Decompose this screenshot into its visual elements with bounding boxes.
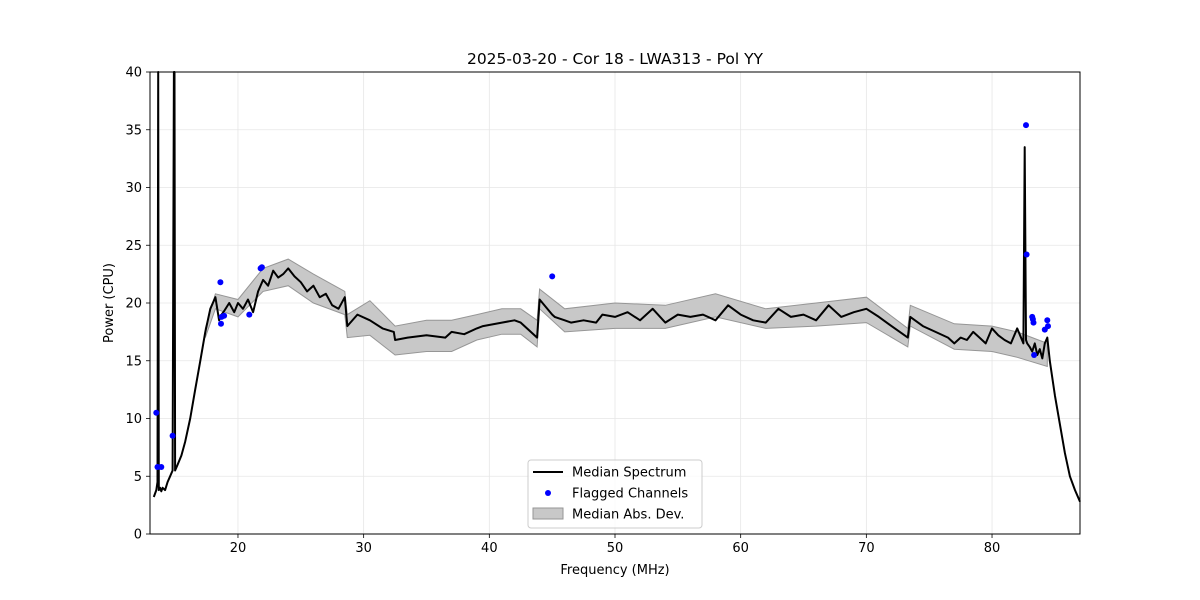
x-axis-label: Frequency (MHz) bbox=[560, 563, 669, 578]
y-tick-label: 20 bbox=[125, 297, 142, 312]
x-tick-label: 20 bbox=[230, 541, 247, 556]
flagged-channel-point bbox=[1030, 319, 1037, 326]
legend: Median Spectrum Flagged Channels Median … bbox=[527, 459, 703, 529]
flagged-channel-point bbox=[1023, 122, 1029, 129]
legend-flagged-label: Flagged Channels bbox=[572, 487, 688, 502]
y-tick-label: 0 bbox=[134, 528, 142, 543]
legend-median-label: Median Spectrum bbox=[572, 466, 686, 481]
x-tick-label: 70 bbox=[858, 541, 875, 556]
x-tick-label: 40 bbox=[481, 541, 498, 556]
x-tick-label: 50 bbox=[607, 541, 624, 556]
y-axis-label: Power (CPU) bbox=[102, 263, 117, 343]
legend-box bbox=[527, 459, 703, 529]
y-tick-label: 40 bbox=[125, 66, 142, 81]
flagged-channel-point bbox=[169, 432, 176, 439]
flagged-channel-point bbox=[218, 320, 224, 327]
median-spectrum-group bbox=[152, 71, 1081, 503]
y-tick-label: 25 bbox=[125, 239, 142, 254]
flagged-channel-point bbox=[1031, 352, 1038, 358]
flagged-channel-point bbox=[153, 409, 160, 416]
legend-mad-swatch bbox=[532, 507, 564, 520]
x-tick-label: 60 bbox=[732, 541, 749, 556]
x-tick-label: 30 bbox=[355, 541, 372, 556]
flagged-channel-point bbox=[158, 464, 165, 470]
x-axis-ticks: 20 30 40 50 60 70 80 bbox=[230, 534, 1001, 556]
flagged-channel-point bbox=[258, 264, 265, 271]
chart-title: 2025-03-20 - Cor 18 - LWA313 - Pol YY bbox=[467, 50, 764, 68]
y-axis-ticks: 0 5 10 15 20 25 30 35 40 bbox=[125, 66, 150, 543]
y-tick-label: 5 bbox=[134, 470, 142, 485]
y-tick-label: 35 bbox=[125, 123, 142, 138]
y-tick-label: 10 bbox=[125, 412, 142, 427]
flagged-channel-point bbox=[221, 312, 228, 319]
flagged-channels-group bbox=[153, 122, 1051, 470]
y-tick-label: 30 bbox=[125, 181, 142, 196]
flagged-channel-point bbox=[246, 311, 253, 318]
legend-mad-label: Median Abs. Dev. bbox=[572, 508, 684, 523]
flagged-channel-point bbox=[549, 273, 556, 280]
flagged-channel-point bbox=[1023, 251, 1030, 258]
flagged-channel-point bbox=[1045, 323, 1051, 330]
flagged-channel-point bbox=[1044, 317, 1051, 324]
flagged-channel-point bbox=[217, 279, 224, 286]
median-spectrum-line bbox=[152, 71, 1081, 503]
y-tick-label: 15 bbox=[125, 354, 142, 369]
legend-flagged-swatch bbox=[545, 490, 551, 496]
x-tick-label: 80 bbox=[984, 541, 1001, 556]
